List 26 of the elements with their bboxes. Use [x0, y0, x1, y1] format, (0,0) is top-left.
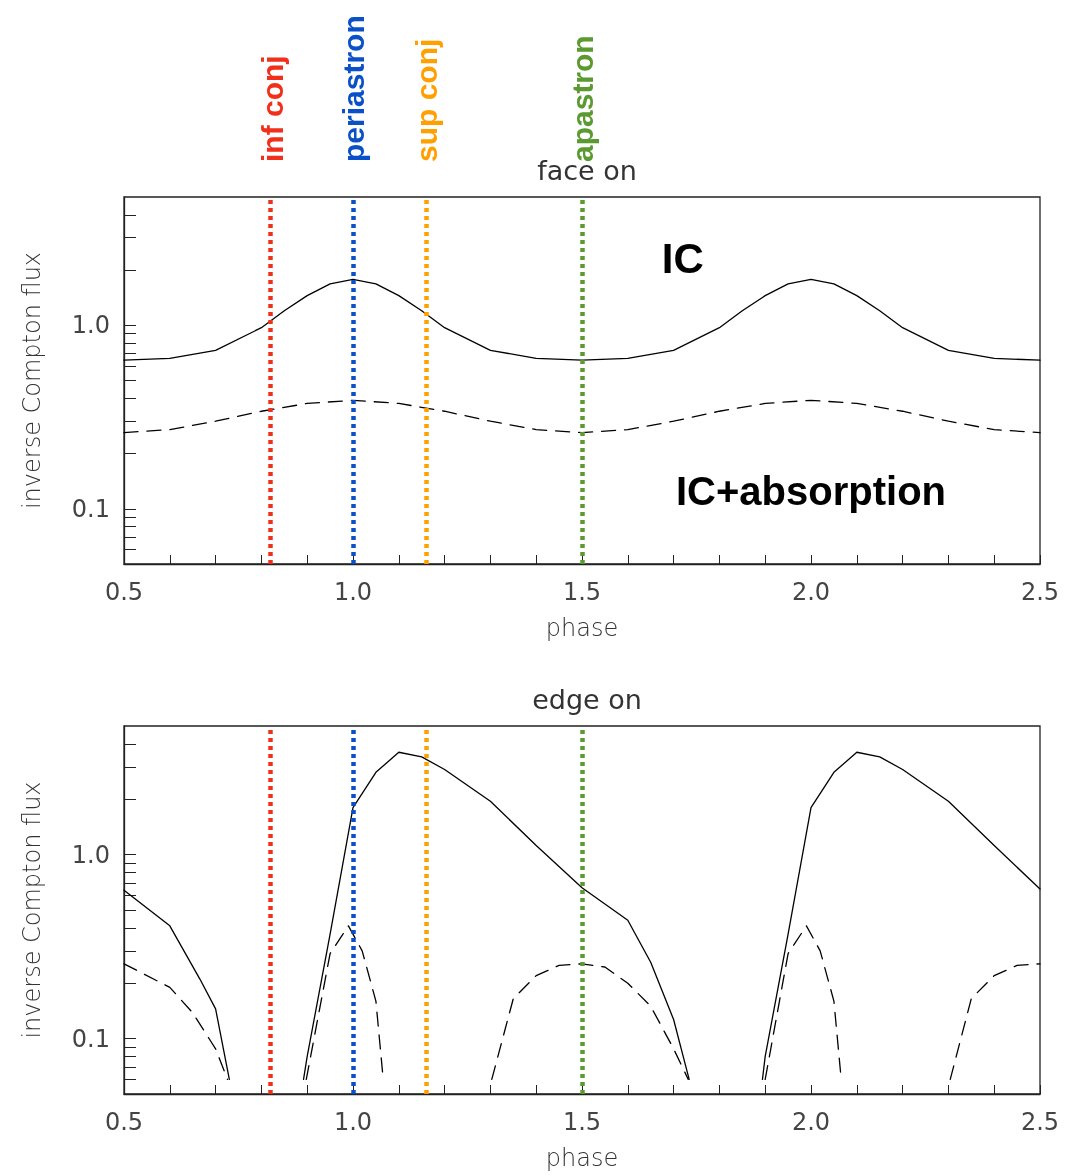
line-series — [123, 399, 1041, 434]
x-axis-title: phase — [545, 1144, 619, 1172]
y-tick-label: 0.1 — [71, 1024, 110, 1053]
chart-title: edge on — [532, 684, 642, 715]
ref-line-label: sup conj — [409, 38, 443, 162]
x-tick-label: 2.0 — [791, 578, 831, 606]
x-tick-label: 1.0 — [333, 1108, 373, 1136]
y-tick-label: 1.0 — [71, 840, 110, 869]
y-axis-title: inverse Compton flux — [18, 781, 46, 1039]
ref-line-label: periastron — [336, 15, 370, 162]
ref-line-label: inf conj — [256, 55, 290, 162]
x-tick-label: 0.5 — [104, 578, 144, 606]
x-tick-label: 1.5 — [562, 578, 602, 606]
x-tick-label: 1.0 — [333, 578, 373, 606]
annotation: IC — [661, 235, 704, 283]
y-axis-title: inverse Compton flux — [18, 251, 46, 510]
y-tick-label: 1.0 — [71, 311, 110, 340]
x-tick-label: 1.5 — [562, 1108, 602, 1136]
line-series — [123, 278, 1041, 361]
x-tick-label: 2.0 — [791, 1108, 831, 1136]
x-axis-title: phase — [545, 614, 619, 642]
x-tick-label: 2.5 — [1020, 578, 1060, 606]
y-tick-label: 0.1 — [71, 494, 110, 523]
x-tick-label: 2.5 — [1020, 1108, 1060, 1136]
annotation: IC+absorption — [675, 468, 947, 513]
x-tick-label: 0.5 — [104, 1108, 144, 1136]
